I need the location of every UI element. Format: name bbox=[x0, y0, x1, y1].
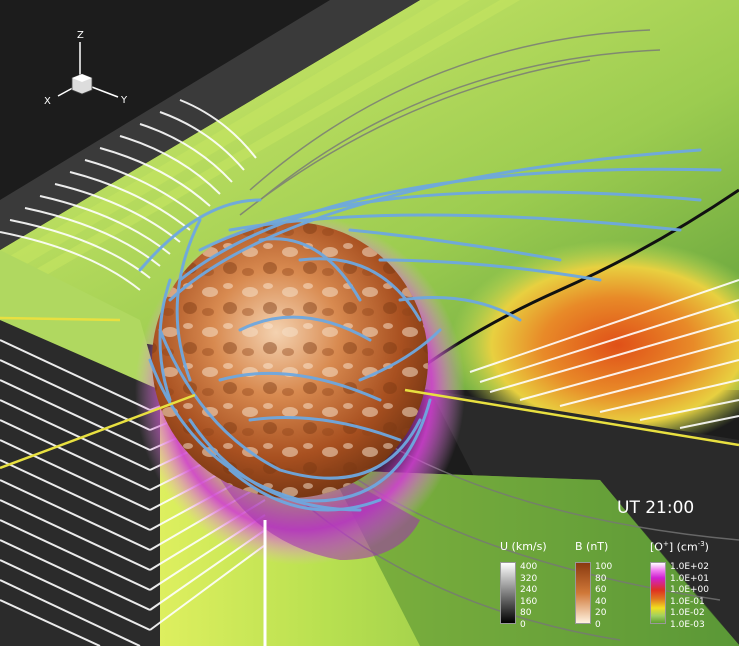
axis-z-label: Z bbox=[77, 30, 84, 41]
legend-field-title: B (nT) bbox=[575, 540, 609, 553]
axis-y-label: Y bbox=[120, 95, 128, 106]
legend-tick: 20 bbox=[595, 608, 607, 618]
legend-tick: 240 bbox=[520, 585, 538, 595]
legend-tick: 400 bbox=[520, 562, 538, 572]
legend-tick: 80 bbox=[595, 573, 607, 584]
blue-field-lines bbox=[138, 148, 722, 512]
left-dark-plane bbox=[0, 320, 160, 646]
legend-tick: 60 bbox=[595, 585, 607, 595]
legend-tick: 320 bbox=[520, 573, 538, 584]
legend-tick: 160 bbox=[520, 596, 538, 607]
legend-tick: 1.0E-01 bbox=[670, 596, 705, 607]
legend-oxygen-title: [O+] (cm-3) bbox=[650, 540, 709, 554]
legend-tick: 1.0E-03 bbox=[670, 619, 705, 630]
axis-x-label: X bbox=[44, 96, 51, 107]
legend-field: B (nT) 100 80 60 40 20 0 bbox=[575, 540, 612, 630]
legend-tick: 1.0E-02 bbox=[670, 608, 705, 618]
white-streamlines-right bbox=[469, 279, 739, 429]
time-label: UT 21:00 bbox=[617, 498, 695, 518]
legend-oxygen-colorbar bbox=[650, 562, 666, 624]
legend-velocity-colorbar bbox=[500, 562, 516, 624]
legend-tick: 40 bbox=[595, 596, 607, 607]
legend-tick: 1.0E+00 bbox=[670, 585, 709, 595]
axis-triad: Z X Y bbox=[44, 30, 128, 107]
upper-plane-dark-edge bbox=[0, 0, 420, 250]
legend-tick: 80 bbox=[520, 608, 532, 618]
legend-tick: 0 bbox=[595, 619, 601, 630]
legend-field-colorbar bbox=[575, 562, 591, 624]
lower-plane-shade bbox=[330, 470, 739, 646]
legend-tick: 100 bbox=[595, 562, 613, 572]
plane-edges bbox=[0, 316, 739, 470]
legend-velocity-title: U (km/s) bbox=[500, 540, 547, 553]
legend-oxygen: [O+] (cm-3) 1.0E+02 1.0E+01 1.0E+00 1.0E… bbox=[650, 540, 709, 630]
legend-tick: 0 bbox=[520, 619, 526, 630]
legend-velocity: U (km/s) 400 320 240 160 80 0 bbox=[500, 540, 547, 630]
white-streamlines-upper bbox=[0, 99, 257, 291]
legend-tick: 1.0E+01 bbox=[670, 573, 709, 584]
planet-texture bbox=[152, 222, 428, 498]
legend-tick: 1.0E+02 bbox=[670, 562, 709, 572]
upper-plane-bands bbox=[0, 0, 520, 302]
